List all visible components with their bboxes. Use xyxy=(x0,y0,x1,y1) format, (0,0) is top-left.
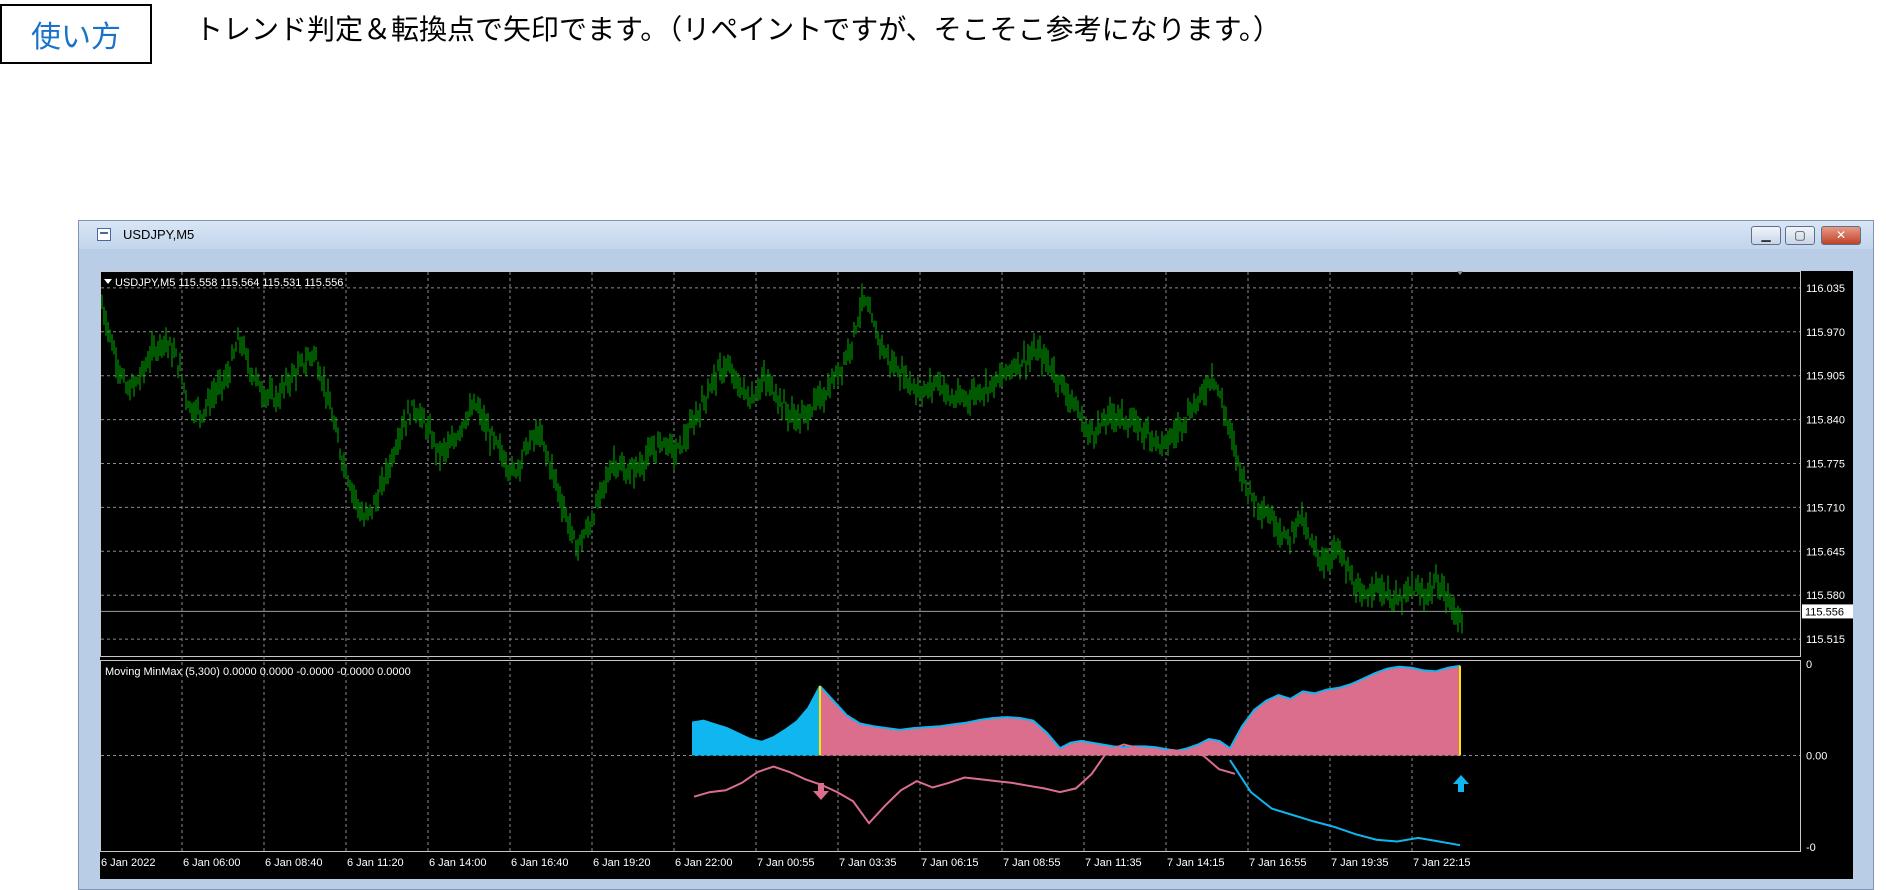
price-axis-label: 115.710 xyxy=(1806,502,1845,514)
time-axis-label: 6 Jan 16:40 xyxy=(511,857,569,869)
price-axis-label: 115.905 xyxy=(1806,371,1845,383)
time-axis-label: 6 Jan 19:20 xyxy=(593,857,651,869)
transition-area-edge xyxy=(1059,737,1231,752)
time-axis-label: 7 Jan 19:35 xyxy=(1331,857,1389,869)
price-axis-label: 115.840 xyxy=(1806,415,1845,427)
downtrend-area-2-edge xyxy=(1229,664,1461,749)
time-axis-label: 6 Jan 2022 xyxy=(101,857,155,869)
chart-background xyxy=(100,271,1853,879)
uptrend-area xyxy=(692,686,820,756)
restore-icon[interactable]: ▢ xyxy=(1785,226,1815,245)
main-pane-border xyxy=(100,271,1801,657)
window-titlebar[interactable]: USDJPY,M5 ▁ ▢ ✕ xyxy=(79,221,1873,249)
description-text: トレンド判定＆転換点で矢印でます。（リペイントですが、そこそこ参考になります。） xyxy=(195,13,1281,46)
price-axis-label: 115.645 xyxy=(1806,546,1845,558)
time-axis-label: 6 Jan 08:40 xyxy=(265,857,323,869)
time-axis-label: 7 Jan 03:35 xyxy=(839,857,897,869)
chart-window-icon xyxy=(97,228,111,241)
howto-badge: 使い方 xyxy=(0,4,152,64)
time-axis-label: 6 Jan 14:00 xyxy=(429,857,487,869)
chart-area[interactable]: 6 Jan 2022 6 Jan 06:00 6 Jan 08:40 6 Jan 11… xyxy=(100,271,1853,879)
oscillator-line-pink xyxy=(693,743,1236,825)
indicator-label: Moving MinMax (5,300) 0.0000 0.0000 -0.0… xyxy=(105,666,411,678)
time-axis-label: 7 Jan 14:15 xyxy=(1167,857,1225,869)
oscillator-line-blue xyxy=(1229,759,1461,847)
indicator-pane-border xyxy=(100,660,1801,852)
chart-window[interactable]: USDJPY,M5 ▁ ▢ ✕ 6 Jan 2022 6 Jan 06:00 6 J… xyxy=(78,220,1874,890)
time-axis-label: 6 Jan 22:00 xyxy=(675,857,733,869)
time-axis-label: 7 Jan 06:15 xyxy=(921,857,979,869)
up-arrow-icon xyxy=(1453,775,1469,792)
close-icon[interactable]: ✕ xyxy=(1821,226,1861,245)
indicator-axis-label: -0 xyxy=(1806,842,1816,854)
symbol-label: USDJPY,M5 115.558 115.564 115.531 115.55… xyxy=(115,277,343,289)
time-axis-label: 7 Jan 08:55 xyxy=(1003,857,1061,869)
shift-marker-icon xyxy=(1457,271,1463,275)
uptrend-area-edge xyxy=(691,685,821,743)
current-price-label: 115.556 xyxy=(1805,606,1844,618)
time-axis-label: 6 Jan 11:20 xyxy=(347,857,404,869)
price-axis-label: 115.515 xyxy=(1806,634,1845,646)
indicator-axis-label: 0 xyxy=(1806,659,1812,671)
downtrend-area-2 xyxy=(1230,665,1460,756)
collapse-triangle-icon xyxy=(104,279,112,284)
price-bars xyxy=(101,283,1463,634)
price-axis-label: 115.580 xyxy=(1806,590,1845,602)
price-axis-label: 115.775 xyxy=(1806,459,1845,471)
time-axis-label: 7 Jan 11:35 xyxy=(1085,857,1142,869)
time-axis-label: 7 Jan 00:55 xyxy=(757,857,815,869)
downtrend-area-edge xyxy=(819,685,1061,749)
minimize-icon[interactable]: ▁ xyxy=(1751,226,1781,245)
downtrend-area xyxy=(820,686,1060,756)
window-title: USDJPY,M5 xyxy=(123,227,195,242)
down-arrow-icon xyxy=(813,783,829,800)
price-axis-label: 115.970 xyxy=(1806,327,1845,339)
time-axis-label: 7 Jan 16:55 xyxy=(1249,857,1307,869)
indicator-axis-label: 0.00 xyxy=(1806,751,1827,763)
current-price-box xyxy=(1802,604,1853,619)
price-axis-label: 116.035 xyxy=(1806,283,1845,295)
time-axis-label: 6 Jan 06:00 xyxy=(183,857,241,869)
time-axis-label: 7 Jan 22:15 xyxy=(1413,857,1471,869)
